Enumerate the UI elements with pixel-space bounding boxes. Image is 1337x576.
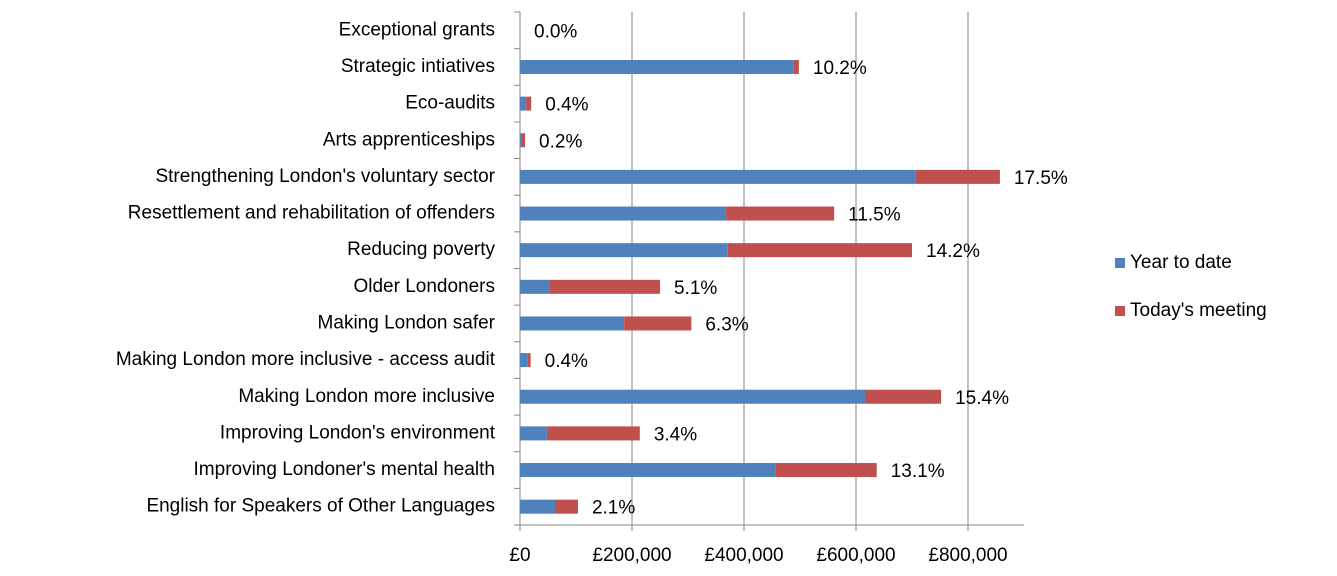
y-tick-label: Making London safer	[318, 312, 496, 333]
percent-label: 13.1%	[891, 461, 945, 482]
y-tick-label: Strategic intiatives	[341, 56, 495, 77]
bar-segment	[521, 133, 526, 148]
bar-segment	[520, 426, 547, 441]
x-tick-label: £600,000	[816, 545, 895, 566]
percent-label: 3.4%	[654, 424, 697, 445]
percent-label: 14.2%	[926, 241, 980, 262]
bar-segment	[775, 463, 877, 478]
x-tick-label: £400,000	[704, 545, 783, 566]
bar-segment	[520, 96, 527, 111]
percent-label: 15.4%	[955, 388, 1009, 409]
y-tick-label: Older Londoners	[353, 276, 495, 297]
legend-label: Year to date	[1130, 252, 1232, 273]
bar-segment	[520, 279, 550, 294]
percent-label: 0.0%	[534, 21, 577, 42]
bar-segment	[520, 463, 776, 478]
bar-segment	[520, 59, 794, 74]
bar-segment	[555, 499, 578, 514]
x-tick-label: £0	[509, 545, 530, 566]
percent-label: 0.4%	[545, 95, 588, 116]
percent-label: 17.5%	[1014, 168, 1068, 189]
bar-segment	[520, 243, 728, 258]
bar-segment	[793, 59, 799, 74]
x-tick-label: £200,000	[592, 545, 671, 566]
bar-segment	[520, 206, 727, 221]
percent-label: 11.5%	[848, 205, 901, 226]
bar-segment	[520, 353, 528, 368]
legend-label: Today's meeting	[1130, 300, 1267, 321]
bar-segment	[727, 243, 912, 258]
bar-segment	[864, 389, 942, 404]
bar-segment	[726, 206, 835, 221]
y-tick-label: English for Speakers of Other Languages	[146, 496, 495, 517]
legend-swatch	[1115, 306, 1125, 316]
bar-segment	[526, 96, 532, 111]
percent-label: 0.2%	[539, 131, 582, 152]
y-tick-label: Eco-audits	[405, 93, 495, 114]
bar-segment	[546, 426, 640, 441]
y-tick-label: Strengthening London's voluntary sector	[155, 166, 495, 187]
bar-segment	[624, 316, 692, 331]
y-tick-label: Exceptional grants	[339, 19, 495, 40]
legend-swatch	[1115, 258, 1125, 268]
bar-segment	[549, 279, 660, 294]
bar-segment	[520, 499, 555, 514]
bar-segment	[915, 169, 1000, 184]
y-tick-label: Arts apprenticeships	[323, 129, 495, 150]
bar-segment	[520, 133, 522, 148]
percent-label: 2.1%	[592, 498, 635, 519]
y-tick-label: Improving London's environment	[220, 422, 496, 443]
bar-segment	[520, 169, 916, 184]
y-tick-label: Resettlement and rehabilitation of offen…	[128, 203, 495, 224]
bar-segment	[520, 316, 625, 331]
y-tick-label: Reducing poverty	[347, 239, 495, 260]
bar-segment	[527, 353, 531, 368]
percent-label: 10.2%	[813, 58, 867, 79]
percent-label: 0.4%	[545, 351, 588, 372]
bar-segment	[520, 389, 865, 404]
y-tick-label: Making London more inclusive	[238, 386, 495, 407]
percent-label: 6.3%	[705, 314, 748, 335]
x-tick-label: £800,000	[928, 545, 1007, 566]
y-tick-label: Improving Londoner's mental health	[194, 459, 495, 480]
percent-label: 5.1%	[674, 278, 717, 299]
y-tick-label: Making London more inclusive - access au…	[116, 349, 496, 370]
